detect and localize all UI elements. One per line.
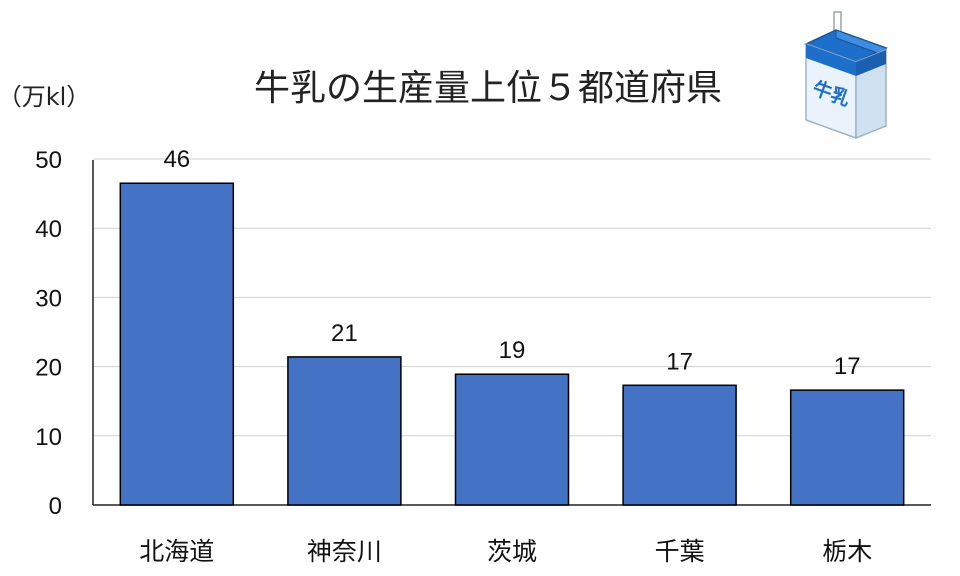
bar-value-label: 17 <box>666 348 693 375</box>
y-tick-label: 50 <box>35 147 62 174</box>
category-label: 栃木 <box>822 537 872 566</box>
bars <box>119 182 905 506</box>
y-tick-label: 20 <box>35 355 62 382</box>
category-labels: 北海道 神奈川 茨城 千葉 栃木 <box>139 537 872 566</box>
category-label: 神奈川 <box>307 537 382 566</box>
bar <box>119 182 235 506</box>
milk-carton-icon: 牛乳 <box>804 11 888 140</box>
bar <box>622 384 737 506</box>
bar <box>789 389 905 506</box>
bar-value-label: 21 <box>331 320 358 347</box>
y-axis-ticks: 0 10 20 30 40 50 <box>35 147 62 520</box>
data-labels: 46 21 19 17 17 <box>163 146 860 380</box>
bar-value-label: 19 <box>499 337 526 364</box>
y-tick-label: 0 <box>49 493 62 520</box>
y-tick-label: 30 <box>35 285 62 312</box>
bar-value-label: 46 <box>163 146 190 173</box>
category-label: 千葉 <box>655 537 705 566</box>
bar <box>287 356 402 506</box>
y-axis-unit-label: （万kl） <box>0 83 90 111</box>
category-label: 北海道 <box>139 537 214 566</box>
bar <box>454 373 570 506</box>
y-tick-label: 40 <box>35 216 62 243</box>
category-label: 茨城 <box>487 537 537 566</box>
chart-title: 牛乳の生産量上位５都道府県 <box>254 68 722 109</box>
bar-value-label: 17 <box>834 353 861 380</box>
y-tick-label: 10 <box>35 424 62 451</box>
